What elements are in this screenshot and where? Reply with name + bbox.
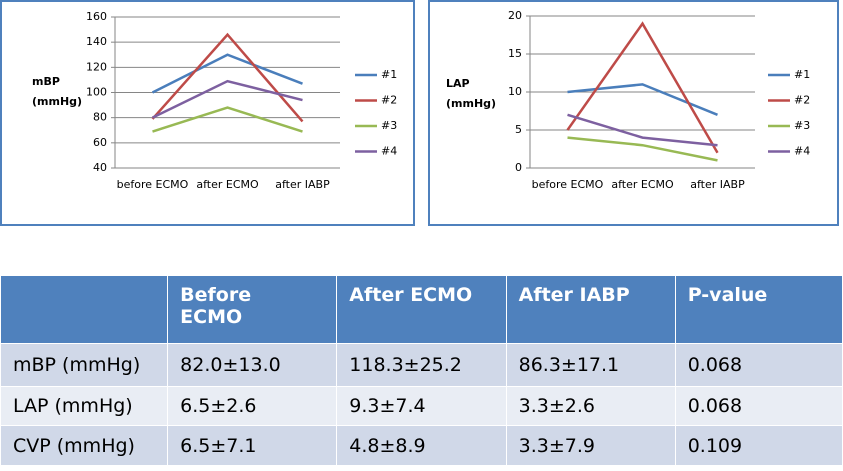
x-tick-label: before ECMO (116, 178, 189, 191)
table-row: LAP (mmHg) 6.5±2.6 9.3±7.4 3.3±2.6 0.068 (0, 386, 843, 426)
chart-svg: 40 60 80 100 120 140 160 #1 #2 #3 #4 (86, 10, 397, 174)
y-tick-label: 40 (93, 161, 107, 174)
y-tick-label: 160 (86, 10, 107, 23)
series-line (567, 83, 718, 116)
header-cell: Before ECMO (167, 276, 338, 344)
chart-lap: 0 5 10 15 20 #1 #2 #3 #4 before ECMO after ECMO af… (428, 0, 839, 226)
series-line (151, 53, 303, 94)
series-line (151, 79, 303, 119)
legend-label: #2 (794, 94, 810, 107)
x-tick-label: after ECMO (196, 178, 259, 191)
y-tick-label: 0 (515, 161, 522, 174)
table-cell: 6.5±7.1 (167, 425, 338, 466)
chart-svg: 0 5 10 15 20 #1 #2 #3 #4 (508, 9, 810, 174)
y-tick-label: 5 (515, 123, 522, 136)
table-cell: 118.3±25.2 (336, 343, 507, 387)
row-label: CVP (mmHg) (0, 425, 169, 466)
chart-mbp: 40 60 80 100 120 140 160 #1 #2 #3 #4 before ECMO af… (0, 0, 415, 226)
y-tick-label: 15 (508, 47, 522, 60)
table-cell: 0.068 (674, 386, 843, 426)
y-tick-label: 140 (86, 35, 107, 48)
legend-label: #3 (794, 119, 810, 132)
table-row: CVP (mmHg) 6.5±7.1 4.8±8.9 3.3±7.9 0.109 (0, 425, 843, 466)
x-tick-label: after IABP (690, 178, 745, 191)
x-tick-label: after ECMO (611, 178, 674, 191)
series-line (152, 106, 303, 133)
y-tick-label: 80 (93, 111, 107, 124)
legend-label: #3 (381, 119, 397, 132)
series-line (566, 21, 719, 154)
table-cell: 82.0±13.0 (167, 343, 338, 387)
header-text: Before ECMO (180, 284, 252, 328)
legend-label: #1 (381, 68, 397, 81)
header-row: Before ECMO After ECMO After IABP P-value (0, 276, 843, 344)
legend-label: #2 (381, 94, 397, 107)
header-cell: After ECMO (336, 276, 507, 344)
summary-table: Before ECMO After ECMO After IABP P-value m… (0, 276, 843, 466)
x-tick-label: after IABP (275, 178, 330, 191)
table-cell: 9.3±7.4 (336, 386, 507, 426)
y-tick-label: 20 (508, 9, 522, 22)
header-text: After IABP (518, 284, 630, 306)
table-cell: 3.3±7.9 (505, 425, 676, 466)
row-label: LAP (mmHg) (0, 386, 169, 426)
series-line (567, 113, 718, 147)
table-cell: 0.109 (674, 425, 843, 466)
y-tick-label: 10 (508, 85, 522, 98)
table-cell: 6.5±2.6 (167, 386, 338, 426)
table-cell: 3.3±2.6 (505, 386, 676, 426)
legend-label: #4 (794, 145, 810, 158)
legend-label: #4 (381, 145, 397, 158)
y-axis-label: LAP (mmHg) (446, 77, 497, 110)
header-cell: P-value (675, 276, 843, 344)
x-tick-label: before ECMO (531, 178, 604, 191)
row-label: mBP (mmHg) (0, 343, 169, 387)
table-row: mBP (mmHg) 82.0±13.0 118.3±25.2 86.3±17.1 0.… (0, 343, 843, 387)
legend-label: #1 (794, 68, 810, 81)
table-cell: 86.3±17.1 (505, 343, 676, 387)
y-axis-label: mBP (mmHg) (32, 75, 83, 108)
header-cell (0, 276, 169, 344)
y-tick-label: 100 (86, 86, 107, 99)
table-cell: 4.8±8.9 (336, 425, 507, 466)
header-text: After ECMO (349, 284, 473, 306)
table-cell: 0.068 (674, 343, 843, 387)
y-tick-label: 60 (93, 136, 107, 149)
table-body: mBP (mmHg) 82.0±13.0 118.3±25.2 86.3±17.1 0.… (0, 343, 843, 466)
series-line (567, 136, 718, 162)
header-text: P-value (687, 284, 768, 306)
y-tick-label: 120 (86, 60, 107, 73)
header-cell: After IABP (506, 276, 676, 344)
